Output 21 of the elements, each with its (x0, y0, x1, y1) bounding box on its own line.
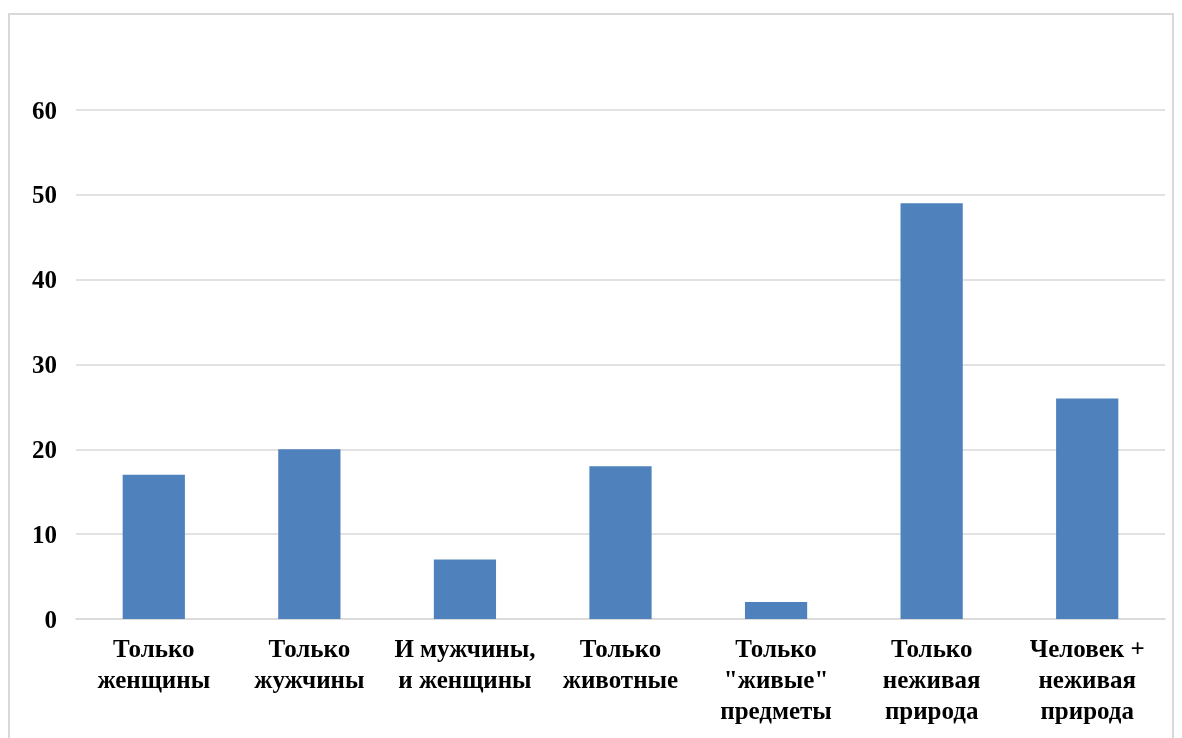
bar (589, 466, 652, 619)
x-tick-label: Только жужчины (254, 635, 365, 693)
y-tick-label: 0 (44, 605, 57, 633)
x-tick-label: И мужчины, и женщины (394, 635, 536, 693)
y-tick-label: 50 (32, 181, 57, 209)
bar (744, 602, 808, 619)
y-tick-label: 20 (32, 435, 57, 463)
x-tick-label: Только "живые" предметы (720, 635, 832, 724)
y-tick-label: 40 (32, 266, 57, 294)
y-tick-label: 60 (32, 96, 57, 124)
y-tick-label: 30 (32, 351, 57, 378)
x-tick-label: Только женщины (97, 635, 211, 693)
x-tick-label: Только животные (562, 635, 679, 693)
bar (1056, 398, 1119, 619)
y-tick-label: 10 (32, 520, 57, 548)
bar (278, 449, 341, 619)
bar (433, 559, 497, 619)
bar (122, 474, 185, 619)
x-tick-label: Человек + неживая природа (1029, 635, 1145, 724)
x-tick-label: Только неживая природа (882, 635, 981, 724)
bar (900, 203, 963, 619)
